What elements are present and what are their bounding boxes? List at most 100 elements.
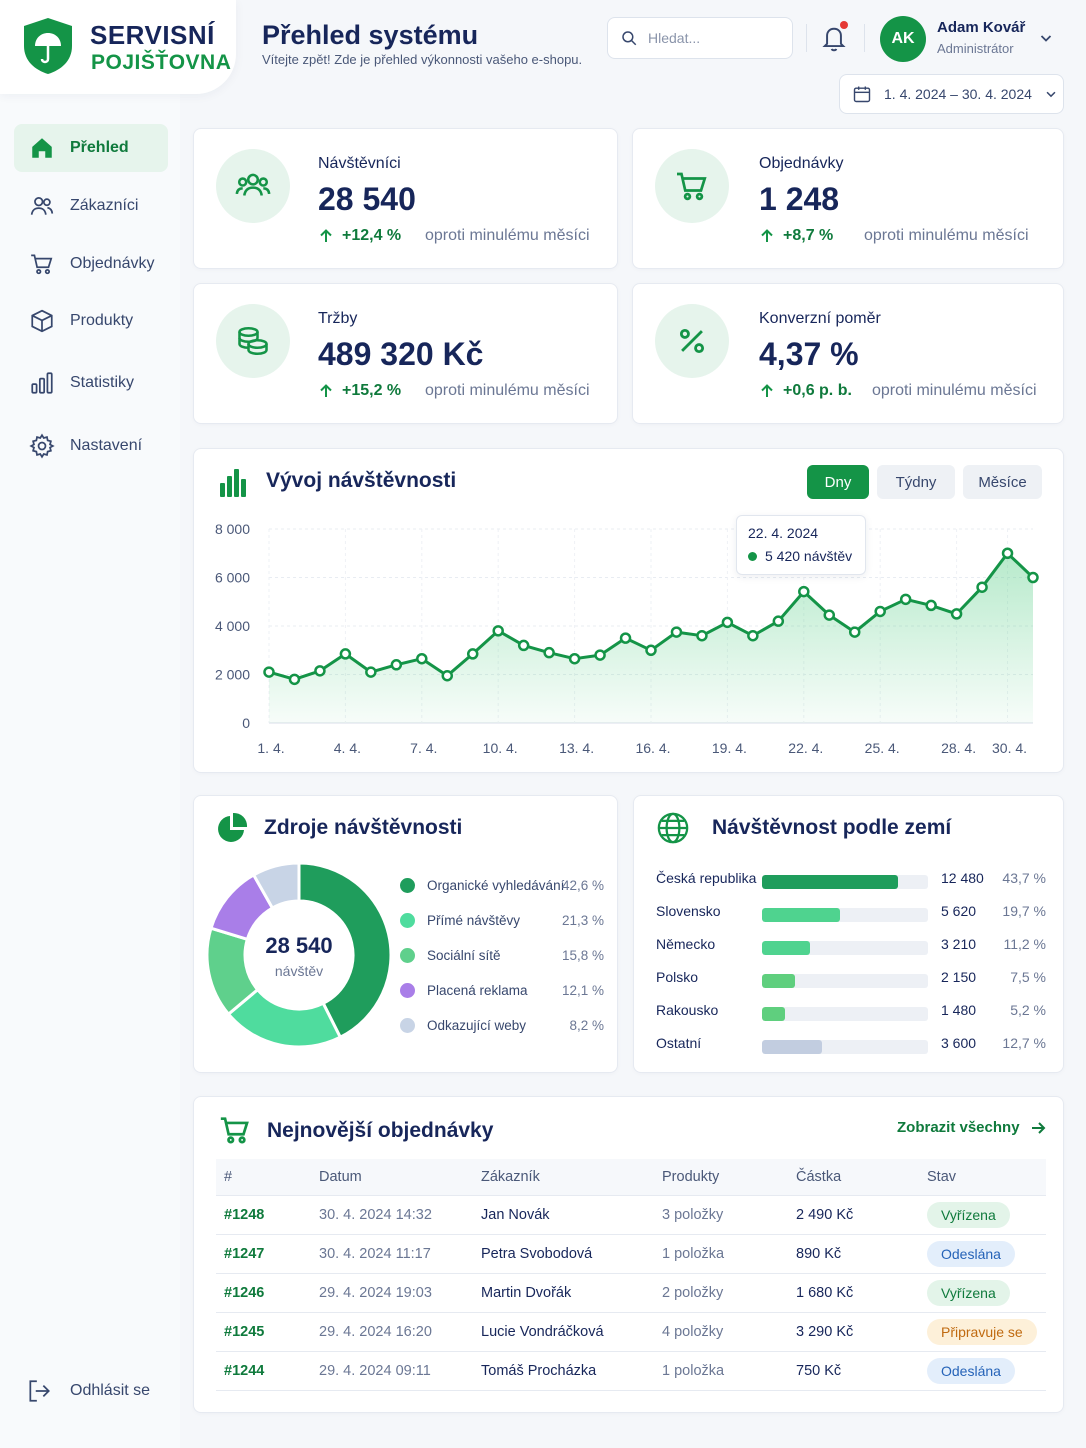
chevron-down-icon[interactable] [1038,30,1054,46]
data-point[interactable] [492,625,504,637]
bar-chart-icon [220,469,246,497]
date-range-picker[interactable]: 1. 4. 2024 – 30. 4. 2024 [839,74,1064,114]
data-point[interactable] [925,599,937,612]
sidebar-item-label: Objednávky [70,255,155,272]
user-name[interactable]: Adam Kovář [937,19,1026,36]
kpi-value: 489 320 Kč [318,336,484,372]
bell-icon[interactable] [820,23,848,53]
data-point[interactable] [517,639,530,652]
data-point[interactable] [696,629,708,642]
tab-months[interactable]: Měsíce [963,465,1042,499]
data-point[interactable] [976,581,988,593]
divider [806,24,807,52]
legend-item[interactable]: Organické vyhledávání 42,6 % [400,875,604,895]
x-tick-label: 7. 4. [410,740,437,756]
sidebar-item-produkty[interactable]: Produkty [14,297,168,345]
legend-dot [400,947,415,963]
countries-title: Návštěvnost podle zemí [712,816,952,839]
logout-button[interactable]: Odhlásit se [26,1378,150,1404]
order-customer: Tomáš Procházka [473,1351,654,1391]
data-point[interactable] [288,673,301,686]
table-row[interactable]: #1244 29. 4. 2024 09:11 Tomáš Procházka 1 p… [216,1351,1046,1391]
data-point[interactable] [314,665,326,677]
order-status-cell: Vyřízena [919,1195,1046,1235]
traffic-line-chart[interactable]: 0 2 000 4 000 6 000 8 000 1. 4. 4. 4. 7. 4. 10. … [194,449,1065,774]
y-tick-label: 2 000 [215,667,250,683]
order-id[interactable]: #1246 [216,1273,311,1313]
data-point[interactable] [441,669,454,682]
order-id[interactable]: #1244 [216,1351,311,1391]
data-point[interactable] [899,593,912,606]
tooltip-date: 22. 4. 2024 [748,525,819,541]
data-point[interactable] [747,629,759,642]
orders-title: Nejnovější objednávky [267,1119,494,1142]
search-input[interactable] [648,30,778,46]
legend-label: Sociální sítě [427,947,501,963]
logo[interactable]: SERVISNÍ POJIŠŤOVNA [0,0,236,94]
sidebar-item-label: Přehled [70,139,129,156]
table-row[interactable]: #1246 29. 4. 2024 19:03 Martin Dvořák 2 pol… [216,1273,1046,1313]
sources-title: Zdroje návštěvnosti [264,816,463,839]
search-box[interactable] [607,17,793,59]
donut-slice[interactable] [251,861,301,911]
order-amount: 890 Kč [788,1234,919,1274]
table-row[interactable]: #1245 29. 4. 2024 16:20 Lucie Vondráčková 4… [216,1312,1046,1352]
data-point[interactable] [543,646,555,659]
order-id[interactable]: #1247 [216,1234,311,1274]
sources-donut-chart[interactable] [204,858,394,1052]
country-pct: 7,5 % [1010,969,1046,985]
sidebar-item-prehled[interactable]: Přehled [14,124,168,172]
country-name: Slovensko [656,903,721,919]
order-amount: 1 680 Kč [788,1273,919,1313]
data-point[interactable] [365,666,377,678]
sidebar-item-nastaveni[interactable]: Nastavení [14,422,168,470]
sidebar-item-objednavky[interactable]: Objednávky [14,240,168,288]
data-point[interactable] [339,648,352,660]
legend-item[interactable]: Placená reklama 12,1 % [400,980,604,1000]
data-point[interactable] [568,652,581,665]
data-point[interactable] [772,615,785,627]
y-tick-label: 8 000 [215,521,250,537]
order-customer: Lucie Vondráčková [473,1312,654,1352]
data-point[interactable] [416,652,428,665]
data-point[interactable] [645,644,657,656]
avatar[interactable]: AK [880,16,926,62]
data-point[interactable] [950,608,963,620]
order-status-cell: Vyřízena [919,1273,1046,1313]
kpi-change-value: +15,2 % [342,382,402,399]
data-point[interactable] [823,609,836,621]
kpi-label: Objednávky [759,155,844,172]
divider [864,24,865,52]
data-point[interactable] [1027,571,1039,584]
country-value: 3 210 [941,936,977,952]
y-tick-label: 0 [242,715,250,731]
data-point[interactable] [594,649,606,661]
tab-weeks[interactable]: Týdny [877,465,955,499]
data-point[interactable] [1001,547,1014,559]
data-point[interactable] [848,626,861,638]
order-id[interactable]: #1248 [216,1195,311,1235]
legend-item[interactable]: Přímé návštěvy 21,3 % [400,910,604,930]
data-point[interactable] [466,648,479,660]
donut-slice[interactable] [297,861,393,1040]
sidebar-item-zakaznici[interactable]: Zákazníci [14,182,168,230]
tab-days[interactable]: Dny [807,465,869,499]
view-all-orders-link[interactable]: Zobrazit všechny [897,1119,1046,1136]
data-point[interactable] [670,626,683,638]
data-point[interactable] [798,585,810,598]
data-point[interactable] [390,659,403,671]
table-row[interactable]: #1247 30. 4. 2024 11:17 Petra Svobodová 1 p… [216,1234,1046,1274]
data-point[interactable] [619,632,632,644]
data-point[interactable] [874,605,886,618]
legend-item[interactable]: Sociální sítě 15,8 % [400,945,604,965]
data-point[interactable] [263,666,275,678]
legend-item[interactable]: Odkazující weby 8,2 % [400,1015,604,1035]
x-tick-label: 30. 4. [992,740,1027,756]
table-row[interactable]: #1248 30. 4. 2024 14:32 Jan Novák 3 položky… [216,1195,1046,1235]
country-bar-fill [762,1007,786,1021]
country-name: Polsko [656,969,699,985]
order-id[interactable]: #1245 [216,1312,311,1352]
order-products: 1 položka [654,1351,788,1391]
sidebar-item-statistiky[interactable]: Statistiky [14,359,168,407]
data-point[interactable] [721,616,734,629]
